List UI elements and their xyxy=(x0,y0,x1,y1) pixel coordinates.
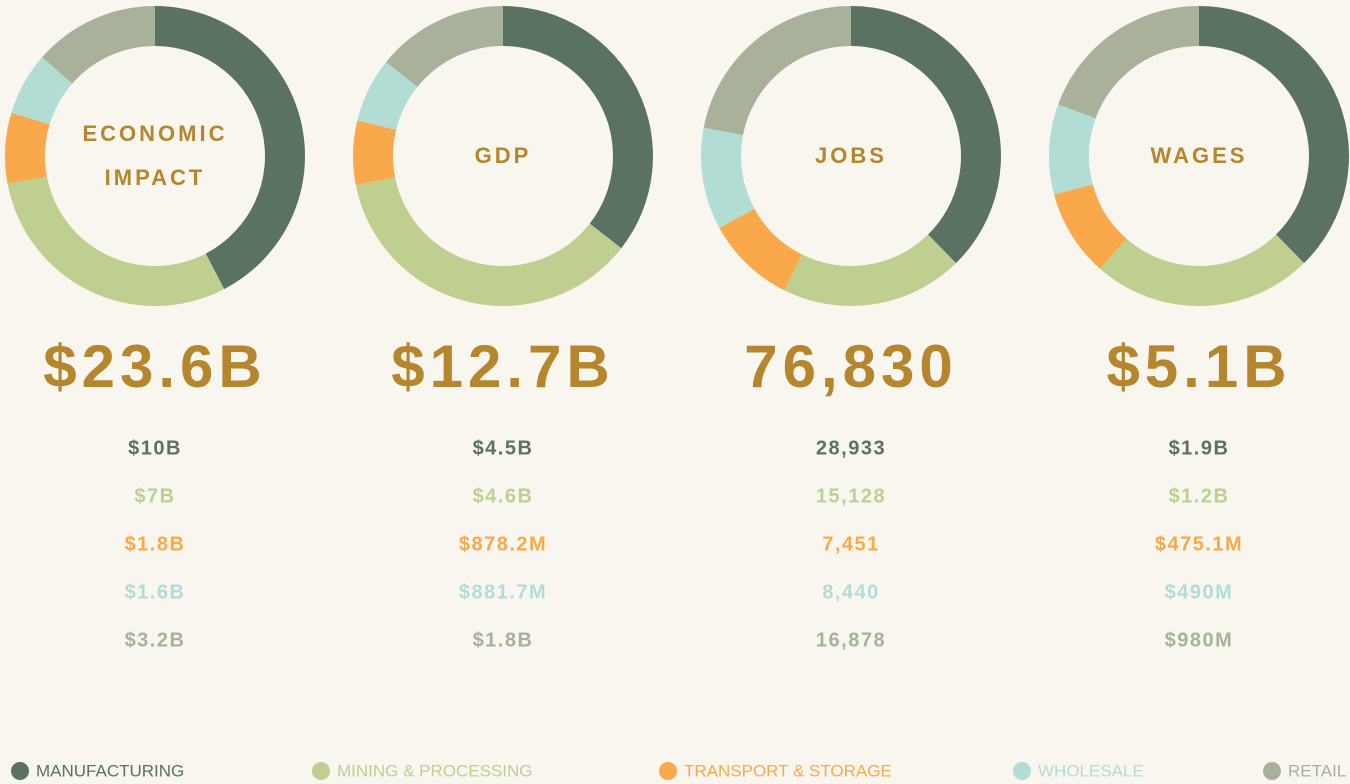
donut-segment xyxy=(1049,104,1096,195)
legend-dot xyxy=(659,762,677,780)
legend-label: MINING & PROCESSING xyxy=(337,761,533,780)
value-label: 8,440 xyxy=(822,581,880,603)
donut-segment xyxy=(851,6,1002,264)
value-label: $4.5B xyxy=(473,437,534,459)
legend-dot xyxy=(11,762,29,780)
value-label: $7B xyxy=(134,485,175,507)
value-label: 7,451 xyxy=(822,533,880,555)
total-label: 76,830 xyxy=(744,333,958,400)
donut-segment xyxy=(357,61,418,130)
donut-title: JOBS xyxy=(815,143,887,168)
value-label: $881.7M xyxy=(459,581,547,603)
donut-segment xyxy=(155,6,306,290)
donut-segment xyxy=(1058,6,1199,119)
donut-segment xyxy=(386,6,503,88)
value-label: 15,128 xyxy=(816,485,886,507)
total-label: $5.1B xyxy=(1106,333,1291,400)
donut-segment xyxy=(1100,234,1304,306)
donut-segment xyxy=(719,208,802,291)
value-label: $1.9B xyxy=(1169,437,1230,459)
donut-segment xyxy=(503,6,653,249)
donut-title: WAGES xyxy=(1150,143,1248,168)
value-label: $3.2B xyxy=(125,629,186,651)
donut-segment xyxy=(1199,6,1349,264)
donut-segment xyxy=(784,234,957,306)
value-label: $878.2M xyxy=(459,533,547,555)
value-label: 28,933 xyxy=(816,437,886,459)
legend-label: TRANSPORT & STORAGE xyxy=(684,761,892,780)
value-label: $4.6B xyxy=(473,485,534,507)
donut-segment xyxy=(4,112,50,184)
donut-segment xyxy=(7,176,225,306)
value-label: $1.8B xyxy=(473,629,534,651)
value-label: $1.2B xyxy=(1169,485,1230,507)
legend-dot xyxy=(312,762,330,780)
donut-title: ECONOMIC IMPACT xyxy=(82,121,228,190)
donut-segment xyxy=(1054,184,1127,269)
legend-label: MANUFACTURING xyxy=(36,761,184,780)
legend-dot xyxy=(1263,762,1281,780)
donut-segment xyxy=(355,177,622,306)
value-label: 16,878 xyxy=(816,629,886,651)
value-label: $10B xyxy=(128,437,182,459)
donut-segment xyxy=(42,5,156,84)
donut-segment xyxy=(353,120,397,186)
value-label: $1.6B xyxy=(125,581,186,603)
value-label: $475.1M xyxy=(1155,533,1243,555)
donut-segment xyxy=(11,57,73,125)
donut-segment xyxy=(701,127,755,228)
legend-label: WHOLESALE xyxy=(1038,761,1144,780)
donut-segment xyxy=(703,6,851,136)
value-label: $1.8B xyxy=(125,533,186,555)
legend-dot xyxy=(1013,762,1031,780)
value-label: $490M xyxy=(1165,581,1234,603)
total-label: $23.6B xyxy=(43,333,266,400)
donut-title: GDP xyxy=(474,143,532,168)
legend-label: RETAIL xyxy=(1288,761,1346,780)
total-label: $12.7B xyxy=(391,333,614,400)
value-label: $980M xyxy=(1165,629,1234,651)
